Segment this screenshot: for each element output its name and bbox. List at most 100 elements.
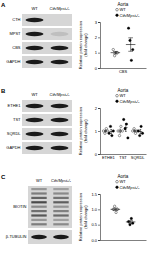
legend-label: WT [120, 7, 127, 12]
chart: 0123CBSAortaRelative protein expression(… [78, 2, 147, 74]
blot-strip [28, 230, 72, 244]
blot-panel: CWTCth/Mpst-/-BIOTINβ-TUBULIN [1, 174, 72, 244]
blot-strip [22, 128, 72, 140]
legend: WTCth/Mpst-/- [116, 93, 140, 104]
blot-band [26, 46, 44, 50]
blot-band [51, 118, 69, 122]
y-tick-label: 1 [95, 50, 98, 55]
lane-label: Cth/Mpst-/- [50, 92, 70, 97]
legend-label: Cth/Mpst-/- [120, 13, 140, 18]
row-label: TST [13, 117, 21, 122]
y-tick-label: 1 [95, 129, 98, 134]
legend-marker [116, 180, 119, 183]
error-stem [120, 129, 121, 133]
error-cap [134, 131, 136, 132]
error-cap [119, 132, 121, 133]
data-point [141, 132, 143, 134]
y-axis-title: Relative protein expression(fold change) [78, 107, 88, 155]
mean-line [126, 221, 136, 222]
blot-band [51, 132, 69, 136]
blot-band [26, 118, 44, 122]
y-tick: 0.0 [91, 238, 100, 243]
mean-line [111, 52, 121, 53]
legend-marker [116, 186, 119, 189]
error-cap [113, 210, 118, 211]
y-tick-label: 0 [95, 66, 98, 71]
legend-marker [116, 14, 119, 17]
y-tick-mark [98, 131, 100, 132]
blot-band [51, 146, 69, 150]
blot-smear [53, 197, 68, 199]
y-tick: 3 [95, 20, 100, 25]
error-bar [140, 130, 142, 134]
blot-strip [22, 56, 72, 68]
error-cap [105, 131, 107, 132]
error-cap [128, 223, 133, 224]
y-tick-label: 0 [95, 152, 98, 157]
data-point [104, 132, 106, 134]
x-tick: TST [119, 154, 127, 160]
blot-smear [53, 188, 68, 190]
blot-band [26, 18, 44, 22]
error-stem [105, 130, 106, 132]
blot-smear [31, 192, 46, 194]
row-label: ETHE1 [8, 103, 22, 108]
blot-band [51, 46, 69, 50]
y-tick-mark [98, 37, 100, 38]
blot-smear [31, 201, 46, 203]
data-point [130, 217, 132, 219]
legend: WTCth/Mpst-/- [116, 179, 140, 190]
legend-marker [116, 94, 119, 97]
panel-label: A [1, 2, 6, 8]
row-label: GAPDH [6, 145, 20, 150]
error-cap [134, 130, 136, 131]
error-cap [105, 130, 107, 131]
lane-label: WT [31, 6, 38, 11]
blot-smear [31, 210, 46, 212]
error-bar [105, 130, 107, 132]
x-tick-label: TST [119, 155, 127, 160]
lane-label: Cth/Mpst-/- [51, 178, 71, 183]
chart: 0.00.51.01.5AortaRelative protein expres… [78, 174, 147, 243]
y-tick: 1.0 [91, 207, 100, 212]
y-axis-line [98, 195, 101, 241]
error-stem [125, 124, 126, 132]
data-point [130, 59, 132, 61]
data-point [133, 128, 135, 130]
blot-band [31, 235, 47, 239]
error-cap [140, 133, 142, 134]
row-label: BIOTIN [13, 204, 26, 209]
error-bar [113, 208, 118, 210]
data-point [140, 125, 142, 127]
y-tick-label: 2 [95, 35, 98, 40]
blot-panel: AWTCth/Mpst-/-CTHMPSTCBSGAPDH [1, 2, 72, 68]
y-tick-mark [98, 22, 100, 23]
y-tick: 1 [95, 129, 100, 134]
data-point [115, 211, 117, 213]
y-tick-mark [98, 154, 100, 155]
lane-label: WT [36, 178, 43, 183]
blot-smear [31, 197, 46, 199]
error-cap [113, 51, 118, 52]
x-tick-label: SQRDL [131, 155, 146, 160]
y-tick: 2 [95, 106, 100, 111]
y-axis: 0.00.51.01.5 [91, 192, 100, 243]
blot-smear [31, 223, 46, 225]
data-point [111, 134, 113, 136]
blot-band [26, 32, 44, 36]
row-label: GAPDH [6, 59, 20, 64]
x-tick-label: CBS [119, 69, 128, 74]
error-cap [110, 129, 112, 130]
y-tick-mark [98, 209, 100, 210]
y-tick-label: 0.0 [91, 238, 97, 243]
y-tick-mark [98, 194, 100, 195]
blot-band [26, 146, 44, 150]
error-cap [128, 37, 133, 38]
y-tick-mark [98, 68, 100, 69]
blot-smear [31, 219, 46, 221]
y-axis-line [98, 23, 101, 69]
blot-smear [53, 214, 68, 216]
blot-smear [31, 206, 46, 208]
error-stem [115, 208, 116, 210]
y-axis: 0 1 2 [95, 106, 101, 157]
